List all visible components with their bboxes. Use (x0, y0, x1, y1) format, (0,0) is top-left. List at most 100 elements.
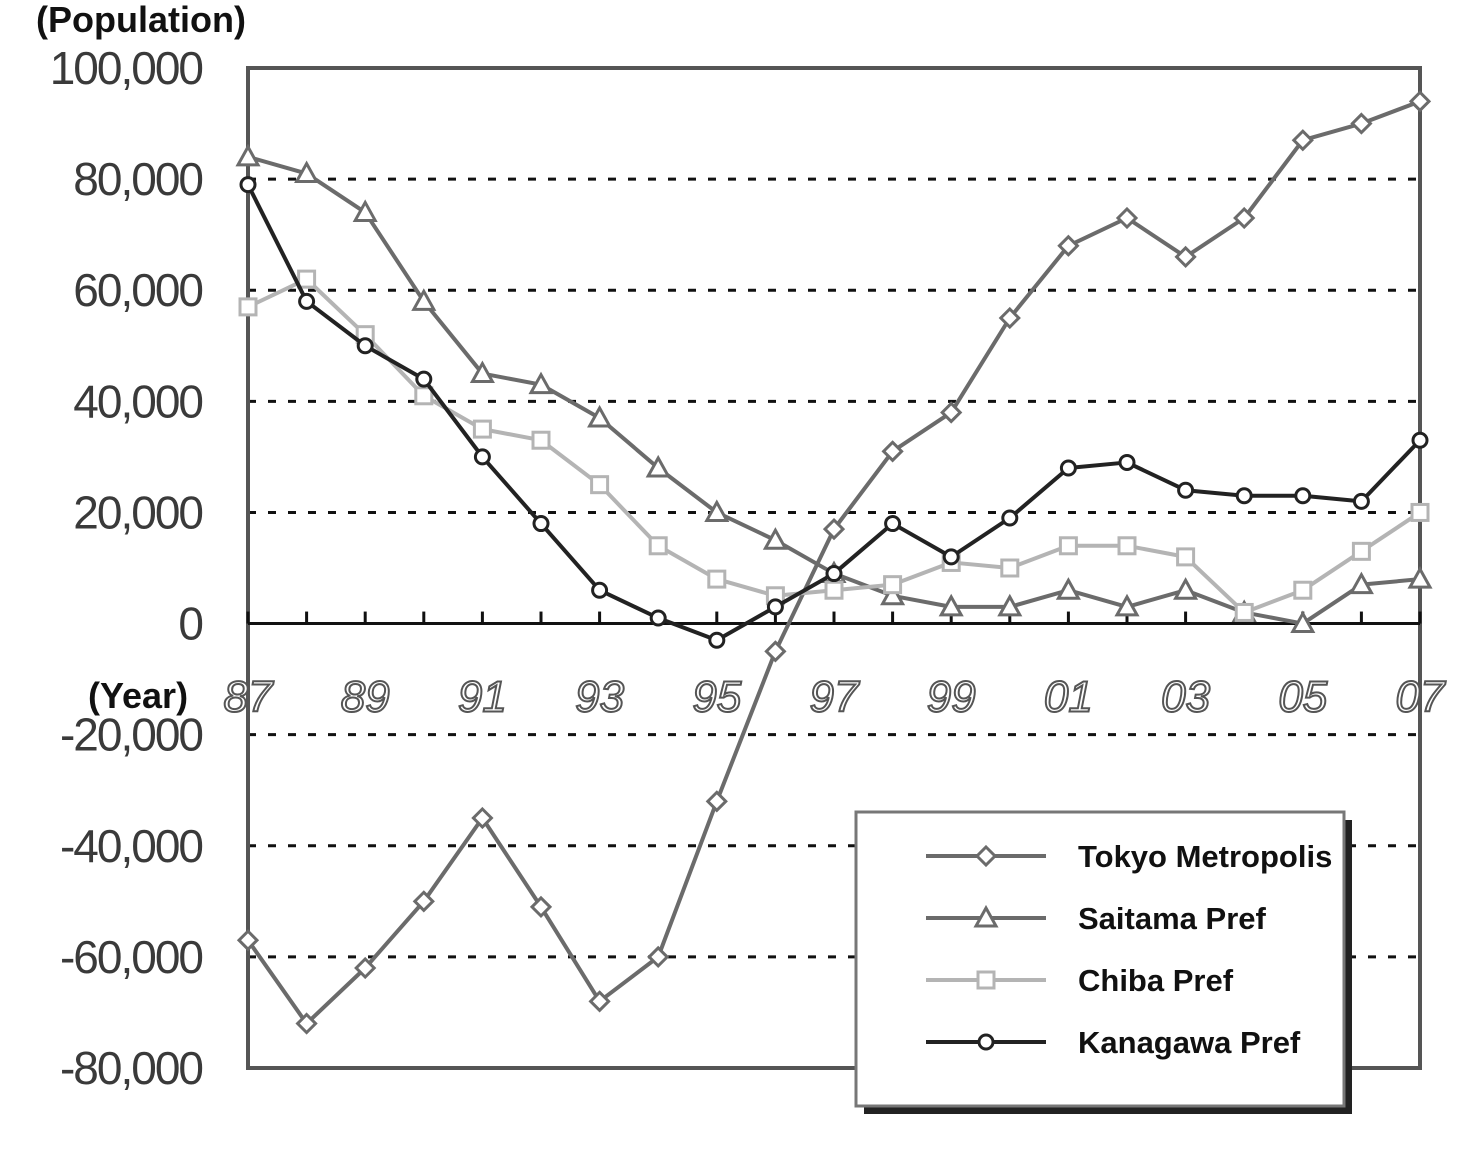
data-point (708, 631, 726, 649)
data-point (1058, 536, 1078, 556)
data-point (1055, 577, 1081, 600)
data-point (238, 297, 258, 317)
y-tick-label: 80,000 (73, 153, 202, 205)
x-tick-label: 87 (224, 673, 274, 722)
data-point (940, 401, 963, 424)
legend-label: Saitama Pref (1078, 901, 1266, 936)
x-tick-label: 93 (575, 673, 624, 722)
data-point (647, 945, 670, 969)
data-point (998, 306, 1021, 330)
data-point (1235, 487, 1253, 505)
data-point (529, 895, 553, 919)
series-tokyo-metropolis (236, 90, 1432, 1035)
data-point (1352, 492, 1370, 510)
x-tick-label: 03 (1161, 673, 1210, 722)
data-point (825, 565, 843, 583)
data-point (415, 370, 433, 388)
gridlines (248, 177, 1420, 959)
data-point (942, 548, 960, 566)
data-point (1233, 206, 1256, 230)
data-point (766, 598, 784, 616)
data-point (411, 288, 437, 311)
data-point (1293, 580, 1313, 600)
data-point (881, 440, 904, 463)
data-point (1115, 206, 1139, 230)
data-point (1117, 536, 1137, 556)
legend-swatch-marker (977, 1033, 995, 1051)
y-tick-label: 40,000 (73, 375, 202, 427)
legend-swatch-marker (976, 970, 996, 990)
y-axis-label: (Population) (36, 0, 246, 40)
data-point (1351, 541, 1371, 561)
data-point (1001, 509, 1019, 527)
data-point (1290, 610, 1316, 634)
x-tick-label: 91 (458, 673, 507, 722)
data-point (1059, 459, 1077, 477)
x-axis-label: (Year) (88, 675, 188, 716)
data-point (588, 990, 611, 1013)
legend-swatch-marker (974, 844, 998, 868)
data-point (528, 371, 554, 395)
data-point (762, 527, 788, 550)
data-point (1294, 487, 1312, 505)
x-tick-label: 95 (692, 673, 741, 722)
data-point (649, 609, 667, 627)
data-point (997, 593, 1023, 617)
data-point (297, 269, 317, 289)
data-point (532, 515, 550, 533)
x-tick-label: 07 (1396, 673, 1446, 722)
data-point (591, 581, 609, 599)
y-tick-label: -20,000 (60, 709, 202, 761)
data-point (648, 536, 668, 556)
data-point (471, 806, 494, 830)
data-point (1000, 558, 1020, 578)
legend: Tokyo Metropolis Saitama Pref Chiba Pref Ka… (854, 810, 1352, 1114)
y-tick-label: -40,000 (60, 820, 202, 872)
legend-swatch-marker (973, 904, 999, 928)
data-point (884, 515, 902, 533)
x-tick-label: 01 (1044, 673, 1093, 722)
data-point (883, 575, 903, 595)
data-point (764, 640, 787, 663)
data-point (824, 580, 844, 600)
data-point (1177, 481, 1195, 499)
data-point (1407, 566, 1433, 589)
data-point (352, 199, 378, 222)
legend-label: Tokyo Metropolis (1078, 839, 1332, 874)
data-point (356, 337, 374, 355)
data-point (1173, 577, 1199, 600)
legend-label: Chiba Pref (1078, 963, 1234, 998)
y-tick-label: -60,000 (60, 931, 202, 983)
data-point (822, 517, 846, 541)
series-lines (235, 90, 1433, 1035)
data-point (473, 448, 491, 466)
data-point (1291, 129, 1314, 152)
x-tick-label: 05 (1278, 673, 1327, 722)
data-point (294, 160, 320, 184)
data-point (705, 790, 728, 813)
series-kanagawa-pref (239, 176, 1429, 649)
y-tick-label: 100,000 (50, 42, 203, 94)
data-point (1408, 90, 1432, 113)
data-point (590, 475, 610, 495)
data-point (880, 582, 906, 606)
y-tick-label: 0 (178, 598, 202, 650)
data-point (1350, 112, 1373, 135)
data-point (412, 890, 435, 913)
data-point (645, 454, 671, 478)
data-point (235, 143, 261, 167)
data-point (469, 360, 495, 384)
legend-box (854, 810, 1346, 1108)
data-point (414, 386, 434, 406)
data-point (354, 956, 377, 980)
x-tick-label: 89 (341, 673, 390, 722)
data-point (531, 430, 551, 450)
data-point (239, 176, 257, 194)
x-tick-label: 97 (810, 673, 860, 722)
axes: 100,000 80,000 60,000 40,000 20,000 0 -20,000 -… (50, 42, 1447, 1094)
data-point (1176, 547, 1196, 567)
data-point (295, 1012, 318, 1035)
data-point (236, 929, 260, 952)
data-point (704, 499, 730, 522)
